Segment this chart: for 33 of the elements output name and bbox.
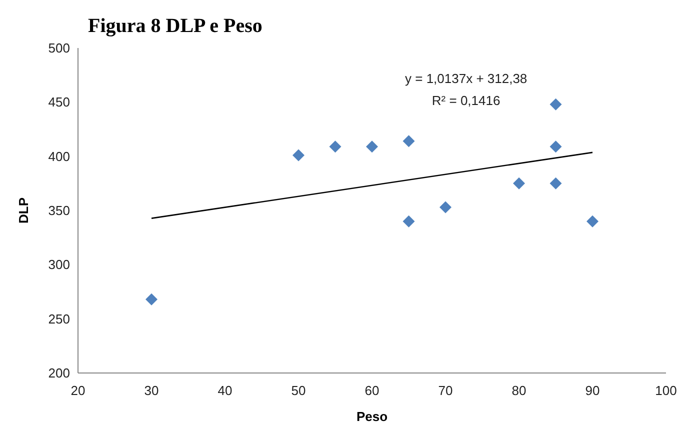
point xyxy=(292,149,304,162)
y-axis-title: DLP xyxy=(16,197,31,224)
y-tick-label: 250 xyxy=(48,311,70,326)
x-tick-label: 40 xyxy=(218,383,232,398)
point xyxy=(146,293,158,306)
x-tick-label: 60 xyxy=(364,383,380,398)
point xyxy=(402,215,415,228)
point xyxy=(329,140,342,153)
annotation: R² = 0,1416 xyxy=(432,93,500,108)
y-tick-label: 200 xyxy=(48,366,70,381)
point xyxy=(550,98,562,110)
x-tick-label: 70 xyxy=(438,383,453,398)
y-tick-label: 400 xyxy=(48,148,70,164)
y-tick-label: 500 xyxy=(48,40,70,56)
y-tick-label: 300 xyxy=(48,257,70,272)
annotation: y = 1,0137x + 312,38 xyxy=(405,71,528,86)
y-tick-label: 450 xyxy=(48,94,70,110)
x-tick-label: 90 xyxy=(585,383,600,398)
y-tick-label: 350 xyxy=(48,203,70,218)
point xyxy=(586,215,598,228)
point xyxy=(513,177,525,190)
x-tick-label: 80 xyxy=(512,383,526,398)
point xyxy=(550,177,562,190)
point xyxy=(402,135,415,148)
point xyxy=(550,140,562,153)
point xyxy=(366,140,378,153)
x-axis-title: Peso xyxy=(356,409,388,424)
x-tick-label: 100 xyxy=(655,383,677,398)
point xyxy=(440,201,452,214)
chart-title: Figura 8 DLP e Peso xyxy=(88,15,262,37)
x-tick-label: 30 xyxy=(144,383,159,398)
x-tick-label: 50 xyxy=(291,383,306,398)
x-tick-label: 20 xyxy=(70,383,86,398)
